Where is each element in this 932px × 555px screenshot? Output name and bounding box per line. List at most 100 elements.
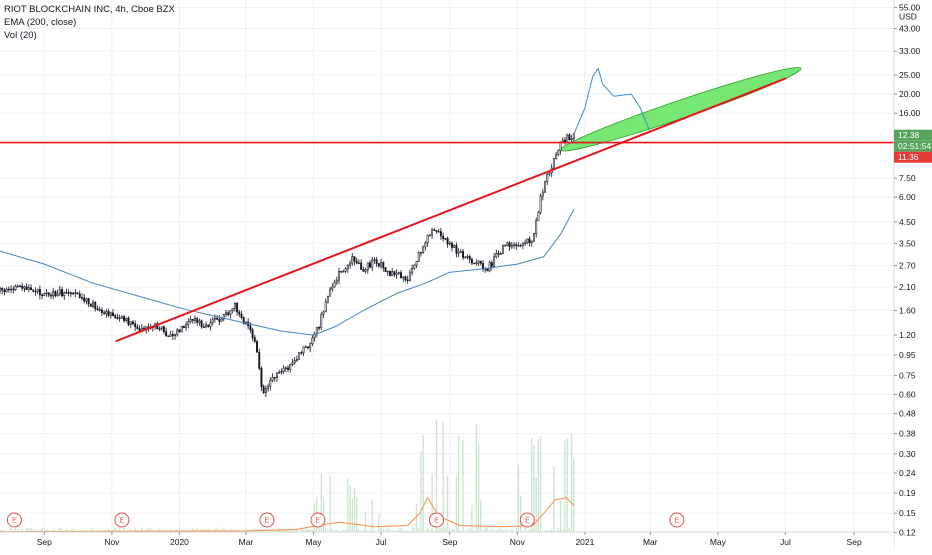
volume-ma-line bbox=[0, 497, 575, 533]
volume-bar bbox=[564, 440, 566, 533]
volume-bar bbox=[114, 527, 116, 533]
candle bbox=[264, 387, 267, 394]
candle bbox=[14, 286, 17, 291]
candle bbox=[109, 312, 112, 316]
volume-bar bbox=[531, 437, 533, 533]
earnings-marker[interactable]: E bbox=[428, 512, 444, 528]
earnings-marker[interactable]: E bbox=[310, 512, 326, 528]
legend-ema[interactable]: EMA (200, close) bbox=[4, 17, 77, 28]
candle bbox=[167, 335, 170, 337]
candle bbox=[225, 312, 227, 315]
projection-line[interactable] bbox=[573, 67, 651, 135]
legend-symbol[interactable]: RIOT BLOCKCHAIN INC, 4h, Cboe BZX bbox=[4, 4, 175, 15]
candle bbox=[41, 294, 44, 296]
volume-bar bbox=[311, 529, 314, 533]
volume-bar bbox=[491, 528, 493, 533]
volume-ma bbox=[0, 497, 575, 533]
candle bbox=[171, 334, 174, 337]
volume-bar bbox=[318, 527, 320, 533]
volume-bar bbox=[351, 498, 353, 533]
candle bbox=[349, 262, 352, 266]
earnings-marker[interactable]: E bbox=[259, 512, 275, 528]
price-tick-label: 0.60 bbox=[899, 389, 916, 399]
earnings-marker[interactable]: E bbox=[6, 512, 22, 528]
candle bbox=[72, 292, 75, 295]
price-badge-label: 12.38 bbox=[898, 130, 920, 140]
candle bbox=[497, 253, 500, 255]
candle bbox=[27, 287, 30, 290]
trendlines[interactable] bbox=[0, 77, 895, 342]
candle bbox=[47, 292, 50, 296]
volume-bar bbox=[380, 527, 382, 533]
candle bbox=[216, 317, 219, 320]
volume-bar bbox=[440, 527, 442, 533]
candle bbox=[12, 288, 15, 291]
legend: RIOT BLOCKCHAIN INC, 4h, Cboe BZX EMA (2… bbox=[4, 3, 175, 42]
volume-bar bbox=[562, 529, 564, 533]
price-badge-bg bbox=[894, 140, 932, 152]
earnings-label: E bbox=[120, 518, 125, 525]
candle bbox=[439, 231, 442, 237]
candle bbox=[275, 372, 278, 378]
volume-bar bbox=[294, 528, 296, 533]
candle bbox=[238, 311, 241, 315]
earnings-marker[interactable]: E bbox=[114, 512, 130, 528]
volume-bar bbox=[344, 528, 347, 533]
volume-bar bbox=[466, 529, 469, 533]
candle bbox=[322, 311, 325, 315]
candle bbox=[103, 312, 106, 314]
price-axis[interactable]: 55.00 43.00 33.00 25.00 20.00 16.00 7.50 6.00 4.… bbox=[893, 0, 932, 550]
candle bbox=[118, 317, 121, 319]
candle bbox=[373, 259, 376, 261]
candle bbox=[240, 313, 243, 318]
volume-bar bbox=[517, 465, 520, 533]
volume-bars bbox=[0, 419, 575, 533]
volume-bar bbox=[149, 528, 152, 533]
candle bbox=[76, 292, 79, 295]
candle bbox=[78, 293, 81, 298]
candle bbox=[291, 362, 294, 365]
volume-bar bbox=[17, 529, 19, 533]
time-axis[interactable]: Sep Nov 2020 Mar May Jul Sep Nov 2021 Mar May Jul Se… bbox=[0, 531, 894, 550]
volume-bar bbox=[573, 458, 575, 533]
earnings-circle bbox=[310, 512, 326, 528]
time-tick-label: Jul bbox=[376, 537, 387, 547]
time-axis-bg bbox=[0, 532, 894, 550]
time-tick-label: Sep bbox=[847, 537, 862, 547]
candle bbox=[468, 256, 471, 260]
price-tick-label: 0.24 bbox=[899, 468, 916, 478]
volume-bar bbox=[555, 530, 557, 533]
volume-bar bbox=[393, 530, 396, 533]
earnings-marker[interactable]: E bbox=[519, 512, 535, 528]
time-tick-label: Jul bbox=[780, 537, 791, 547]
volume-bar bbox=[347, 478, 349, 533]
legend-volume[interactable]: Vol (20) bbox=[4, 30, 37, 41]
volume-bar bbox=[229, 528, 232, 533]
volume-bar bbox=[349, 485, 351, 533]
time-tick-label: Nov bbox=[104, 537, 120, 547]
volume-bar bbox=[21, 528, 23, 533]
price-tick-label: 0.15 bbox=[899, 508, 916, 518]
candle bbox=[284, 367, 287, 369]
earnings-marker[interactable]: E bbox=[669, 512, 685, 528]
volume-bar bbox=[546, 530, 548, 533]
candle bbox=[25, 286, 28, 290]
volume-bar bbox=[207, 528, 209, 533]
candle bbox=[227, 312, 230, 315]
earnings-label: E bbox=[12, 518, 17, 525]
candle bbox=[413, 264, 416, 269]
price-tick-label: 2.70 bbox=[899, 261, 916, 271]
candle bbox=[435, 230, 438, 232]
currency-label: USD bbox=[899, 11, 917, 21]
candle bbox=[428, 234, 431, 237]
candle bbox=[482, 263, 484, 270]
volume-bar bbox=[429, 530, 431, 533]
candle bbox=[546, 173, 549, 182]
candle bbox=[517, 245, 520, 247]
volume-bar bbox=[282, 528, 285, 533]
volume-bar bbox=[378, 513, 380, 533]
candle bbox=[552, 158, 555, 169]
